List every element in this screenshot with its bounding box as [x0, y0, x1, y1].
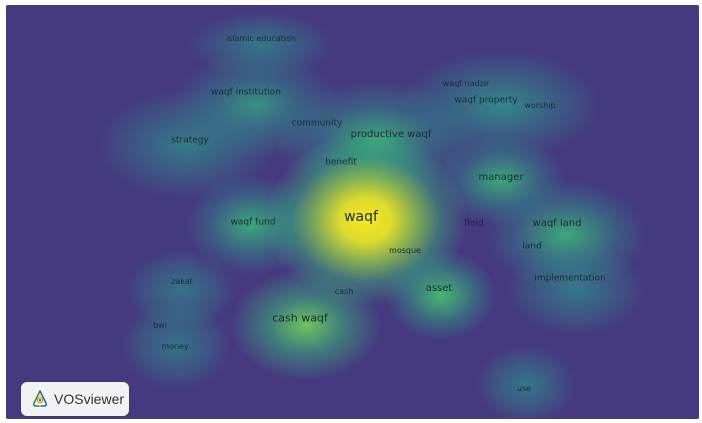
term-field[interactable]: field: [464, 218, 484, 229]
density-blob: [276, 80, 476, 200]
term-cash[interactable]: cash: [334, 287, 354, 296]
term-waqf[interactable]: waqf: [344, 209, 378, 225]
term-worship[interactable]: worship: [524, 101, 556, 110]
term-use[interactable]: use: [516, 384, 532, 393]
term-strategy[interactable]: strategy: [171, 135, 209, 146]
vosviewer-badge[interactable]: VOSviewer: [21, 382, 129, 416]
term-bwi[interactable]: bwi: [153, 321, 167, 330]
density-blob: [126, 250, 236, 330]
term-asset[interactable]: asset: [425, 283, 453, 294]
term-waqf-property[interactable]: waqf property: [454, 95, 518, 106]
term-productive-waqf[interactable]: productive waqf: [350, 129, 432, 140]
density-blob: [186, 10, 336, 80]
term-benefit[interactable]: benefit: [325, 157, 357, 168]
term-mosque[interactable]: mosque: [389, 246, 421, 255]
term-land[interactable]: land: [522, 241, 542, 252]
density-blob: [506, 245, 646, 335]
term-manager[interactable]: manager: [478, 172, 524, 183]
term-waqf-fund[interactable]: waqf fund: [230, 217, 276, 228]
term-waqf-institution[interactable]: waqf institution: [210, 87, 282, 98]
term-implementation[interactable]: implementation: [534, 273, 606, 284]
vosviewer-label: VOSviewer: [54, 391, 125, 407]
term-community[interactable]: community: [291, 118, 343, 129]
term-zakat[interactable]: zakat: [171, 277, 193, 286]
density-blob: [476, 345, 576, 419]
term-cash-waqf[interactable]: cash waqf: [272, 311, 328, 325]
term-islamic-education[interactable]: islamic education: [225, 34, 297, 43]
term-waqf-nadzir[interactable]: waqf nadzir: [442, 79, 490, 88]
density-blob: [386, 250, 496, 340]
term-waqf-land[interactable]: waqf land: [532, 218, 582, 229]
term-money[interactable]: money: [161, 342, 189, 351]
density-blob: [231, 270, 381, 380]
vosviewer-logo-icon: [32, 390, 48, 407]
density-map[interactable]: islamic education waqf institution waqf …: [6, 5, 699, 419]
